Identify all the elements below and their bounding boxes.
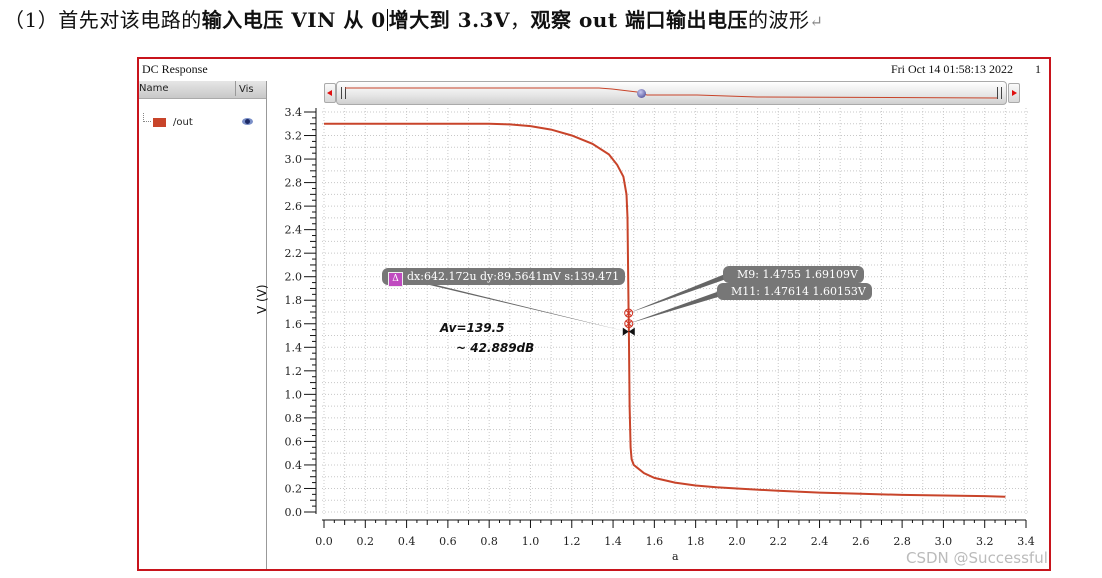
x-zoom-scrollbar[interactable] [324,81,1020,105]
caption-prefix: （1）首先对该电路的 [4,8,202,32]
svg-text:0.4: 0.4 [285,459,303,472]
column-header-vis[interactable]: Vis [235,81,254,96]
svg-text:3.2: 3.2 [976,535,994,548]
svg-text:3.4: 3.4 [1017,535,1035,548]
left-arrow-icon [327,90,332,96]
svg-text:0.2: 0.2 [285,482,303,495]
svg-text:3.4: 3.4 [285,106,303,119]
svg-text:1.0: 1.0 [522,535,540,548]
svg-text:0.2: 0.2 [357,535,375,548]
gain-annotation: Av=139.5 [440,321,505,335]
csdn-watermark: CSDN @Successful [906,549,1048,567]
caption-suffix: 的波形 [748,8,810,32]
svg-text:2.8: 2.8 [285,177,303,190]
svg-text:0.8: 0.8 [480,535,498,548]
x-axis-label: a [672,550,679,563]
svg-text:0.0: 0.0 [315,535,333,548]
x-axis: 0.0 0.2 0.4 0.6 0.8 1.0 1.2 1.4 1.6 1.8 2.0 2.2 2.4 2… [315,519,1035,548]
svg-text:1.6: 1.6 [646,535,664,548]
caption-separator: ， [509,8,531,32]
marker-m11-label[interactable]: M11: 1.47614 1.60153V [717,283,872,300]
scroll-left-button[interactable] [324,83,336,103]
gain-db-annotation: ~ 42.889dB [456,341,535,355]
svg-text:0.8: 0.8 [285,412,303,425]
svg-text:3.0: 3.0 [285,153,303,166]
tree-connector [143,113,151,122]
svg-text:2.0: 2.0 [285,271,303,284]
svg-text:2.6: 2.6 [285,200,303,213]
document-caption: （1）首先对该电路的输入电压 VIN 从 0 增大到 3.3V，观察 out 端口… [4,4,823,33]
delta-icon: Δ [388,272,403,287]
marker-lines [400,270,735,336]
scrollbar-thumb[interactable] [336,81,1007,105]
svg-text:2.6: 2.6 [852,535,870,548]
signal-color-swatch [153,118,166,127]
svg-text:2.0: 2.0 [728,535,746,548]
scrollbar-position-knob[interactable] [637,89,646,98]
svg-text:1.0: 1.0 [285,388,303,401]
svg-text:2.2: 2.2 [285,247,303,260]
svg-text:1.4: 1.4 [285,341,303,354]
return-mark-icon: ↵ [809,12,824,31]
signal-trace-out [324,122,1006,498]
svg-text:1.4: 1.4 [604,535,622,548]
svg-text:1.2: 1.2 [285,365,303,378]
svg-text:1.8: 1.8 [687,535,705,548]
scroll-right-button[interactable] [1008,83,1020,103]
page-number: 1 [1035,62,1041,76]
svg-text:3.2: 3.2 [285,130,303,143]
waveform-window: DC Response Fri Oct 14 01:58:13 2022 1 N… [137,57,1051,571]
legend-header: Name Vis [139,81,266,99]
svg-text:1.8: 1.8 [285,294,303,307]
eye-icon[interactable] [242,118,253,125]
y-axis: 0.0 0.2 0.4 0.6 0.8 1.0 1.2 1.4 1.6 1.8 2.0 2.2 2.4 2… [285,106,317,519]
svg-text:2.2: 2.2 [769,535,787,548]
svg-text:2.4: 2.4 [285,224,303,237]
plot-grid [322,108,1030,516]
marker-m9-label[interactable]: M9: 1.4755 1.69109V [723,266,864,283]
svg-text:0.6: 0.6 [285,435,303,448]
svg-text:3.0: 3.0 [935,535,953,548]
svg-text:2.8: 2.8 [893,535,911,548]
caption-bold-3: 观察 out 端口输出电压 [530,8,749,32]
legend-signal-row[interactable]: /out [143,113,263,131]
svg-text:1.2: 1.2 [563,535,581,548]
window-title: DC Response [142,62,208,76]
marker-m9-text: M9: 1.4755 1.69109V [737,268,858,281]
delta-marker-text: dx:642.172u dy:89.5641mV s:139.471 [407,270,620,283]
left-grip-handle[interactable] [341,87,346,99]
signal-legend-panel: Name Vis /out [139,81,267,569]
svg-text:0.6: 0.6 [439,535,457,548]
window-date: Fri Oct 14 01:58:13 2022 [891,62,1013,76]
right-arrow-icon [1012,90,1017,96]
marker-m11-text: M11: 1.47614 1.60153V [731,285,866,298]
svg-text:0.0: 0.0 [285,506,303,519]
caption-bold-1: 输入电压 VIN 从 0 [201,8,386,32]
signal-name: /out [173,117,193,128]
right-grip-handle[interactable] [997,87,1002,99]
svg-text:1.6: 1.6 [285,318,303,331]
svg-text:0.4: 0.4 [398,535,416,548]
text-cursor [386,9,388,31]
caption-bold-2: 增大到 3.3V [388,8,510,32]
column-header-name[interactable]: Name [139,83,169,94]
svg-text:2.4: 2.4 [811,535,829,548]
